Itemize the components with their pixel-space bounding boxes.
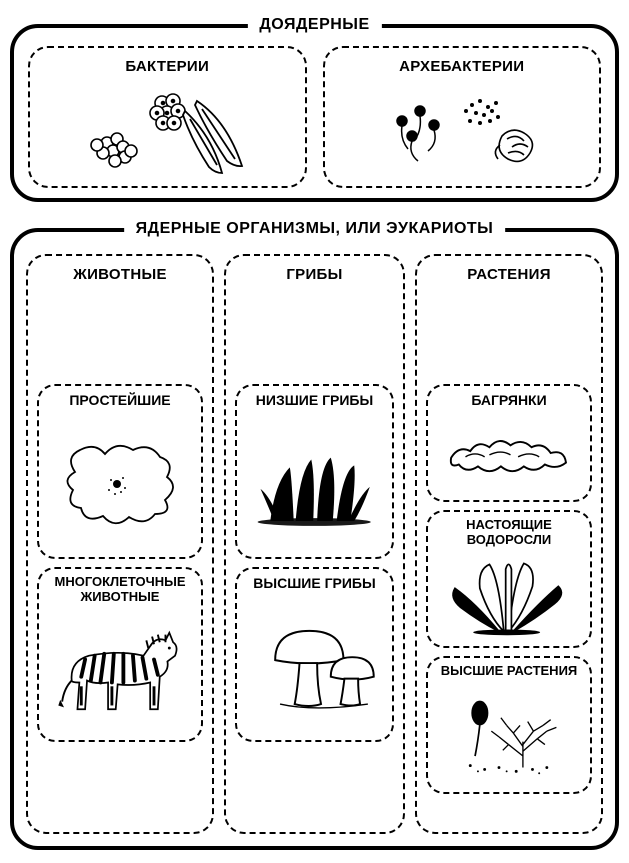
higher-plants-label: ВЫСШИЕ РАСТЕНИЯ [441, 664, 578, 679]
fungi-column: ГРИБЫ НИЗШИЕ ГРИБЫ ВЫСШ [224, 254, 405, 834]
red-algae-label: БАГРЯНКИ [471, 392, 546, 408]
prokaryotes-title: ДОЯДЕРНЫЕ [247, 16, 381, 34]
lower-fungi-card: НИЗШИЕ ГРИБЫ [235, 384, 393, 559]
eukaryotes-title: ЯДЕРНЫЕ ОРГАНИЗМЫ, ИЛИ ЭУКАРИОТЫ [124, 220, 506, 238]
protozoa-card: ПРОСТЕЙШИЕ [37, 384, 202, 559]
true-algae-card: НАСТОЯЩИЕ ВОДОРОСЛИ [426, 510, 591, 648]
lower-fungi-icon [241, 408, 387, 555]
bacteria-icon [30, 75, 305, 186]
plants-column: РАСТЕНИЯ БАГРЯНКИ НАСТОЯЩИЕ ВОДОРОСЛИ [415, 254, 603, 834]
animals-title: ЖИВОТНЫЕ [73, 266, 167, 283]
prokaryotes-panel: ДОЯДЕРНЫЕ БАКТЕРИИ [10, 24, 619, 202]
zebra-icon [43, 605, 196, 738]
plants-title: РАСТЕНИЯ [467, 266, 551, 283]
true-algae-label: НАСТОЯЩИЕ ВОДОРОСЛИ [432, 518, 585, 548]
animals-column: ЖИВОТНЫЕ ПРОСТЕЙШИЕ МНОГОКЛЕТОЧНЫЕ ЖИВОТ… [26, 254, 214, 834]
higher-plants-icon [432, 679, 585, 790]
higher-fungi-label: ВЫСШИЕ ГРИБЫ [253, 575, 375, 591]
true-algae-icon [432, 548, 585, 644]
red-algae-card: БАГРЯНКИ [426, 384, 591, 502]
lower-fungi-label: НИЗШИЕ ГРИБЫ [256, 392, 373, 408]
archaea-icon [325, 75, 600, 186]
mushroom-icon [241, 591, 387, 738]
higher-fungi-card: ВЫСШИЕ ГРИБЫ [235, 567, 393, 742]
fungi-title: ГРИБЫ [286, 266, 342, 283]
archaea-label: АРХЕБАКТЕРИИ [399, 58, 524, 75]
protozoa-label: ПРОСТЕЙШИЕ [69, 392, 170, 408]
higher-plants-card: ВЫСШИЕ РАСТЕНИЯ [426, 656, 591, 794]
bacteria-box: БАКТЕРИИ [28, 46, 307, 188]
multicellular-label: МНОГОКЛЕТОЧНЫЕ ЖИВОТНЫЕ [43, 575, 196, 605]
red-algae-icon [432, 408, 585, 498]
eukaryotes-panel: ЯДЕРНЫЕ ОРГАНИЗМЫ, ИЛИ ЭУКАРИОТЫ ЖИВОТНЫ… [10, 228, 619, 850]
bacteria-label: БАКТЕРИИ [125, 58, 209, 75]
protozoa-icon [43, 408, 196, 555]
archaea-box: АРХЕБАКТЕРИИ [323, 46, 602, 188]
multicellular-card: МНОГОКЛЕТОЧНЫЕ ЖИВОТНЫЕ [37, 567, 202, 742]
